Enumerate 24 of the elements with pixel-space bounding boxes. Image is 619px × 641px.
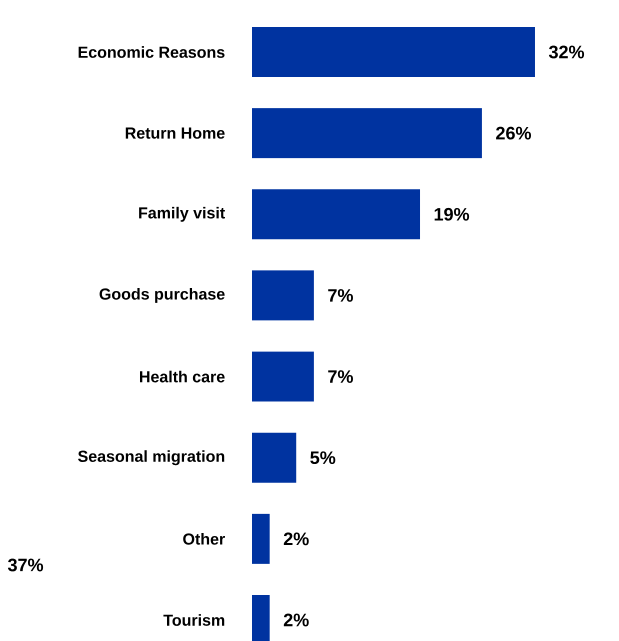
data-label: 26%	[496, 126, 531, 140]
data-label: 2%	[284, 532, 309, 546]
bar	[252, 514, 270, 564]
bar	[252, 189, 420, 240]
bar	[252, 432, 296, 483]
data-label: 32%	[548, 46, 584, 58]
data-label: 2%	[284, 614, 309, 626]
y-tick-label: Economic Reasons	[78, 46, 225, 58]
bar	[252, 108, 482, 158]
y-tick-label: Family visit	[139, 206, 225, 222]
y-tick-label: Seasonal migration	[78, 450, 224, 466]
text: 37%	[8, 558, 44, 572]
bar	[252, 352, 314, 402]
bar	[252, 270, 314, 320]
y-tick-label: Return Home	[126, 128, 225, 139]
bar	[252, 27, 535, 78]
y-tick-label: Other	[183, 532, 225, 545]
data-label: 5%	[310, 451, 336, 464]
y-tick-label: Tourism	[163, 614, 224, 626]
data-label: 19%	[434, 208, 470, 221]
y-tick-label: Goods purchase	[100, 288, 225, 303]
y-tick-label: Health care	[140, 370, 225, 382]
data-label: 7%	[328, 289, 353, 302]
data-label: 7%	[328, 370, 353, 383]
